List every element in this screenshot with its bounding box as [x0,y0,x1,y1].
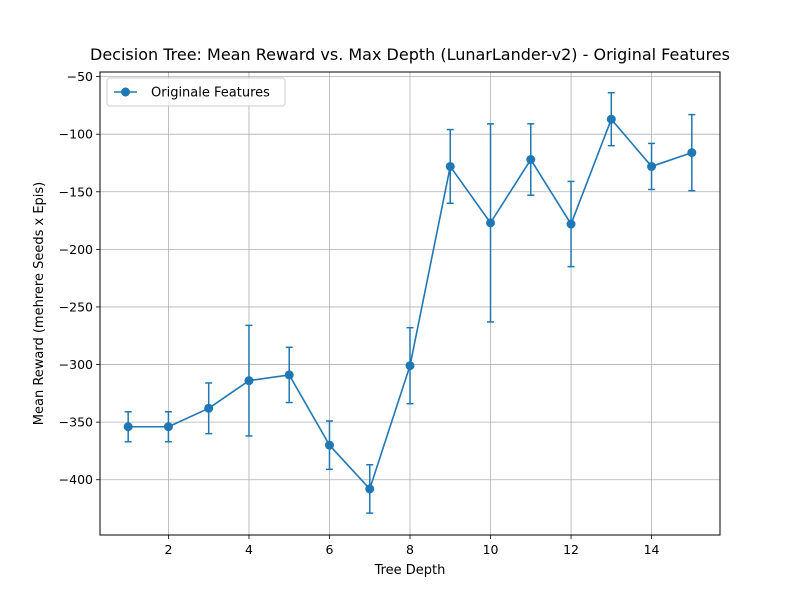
x-tick-label: 6 [326,542,334,557]
x-tick-label: 14 [644,542,660,557]
chart-title: Decision Tree: Mean Reward vs. Max Depth… [90,45,730,64]
y-tick-label: −200 [59,242,93,257]
y-tick-label: −400 [59,472,93,487]
axis-ticks: 2 4 6 8 10 12 14 −400 −350 −300 −250 −200 −150 −100 −5… [59,69,660,557]
data-point [284,370,294,380]
legend-box [106,77,286,107]
data-point [324,440,334,450]
data-point [526,155,536,165]
x-tick-label: 4 [245,542,253,557]
data-point [687,148,697,158]
y-tick-label: −150 [59,184,93,199]
legend: Originale Features [106,77,286,107]
y-tick-label: −250 [59,299,93,314]
data-point [606,114,616,124]
y-axis-label: Mean Reward (mehrere Seeds x Epis) [32,182,47,425]
data-point [123,422,133,432]
legend-dot-marker [121,87,130,97]
data-point [405,361,415,371]
data-point [163,422,173,432]
series-layer [123,91,697,514]
x-tick-label: 12 [563,542,579,557]
grid-lines [100,72,720,535]
legend-label: Originale Features [151,86,270,101]
x-axis-label: Tree Depth [374,563,446,578]
data-point [244,376,254,386]
data-point [204,403,214,413]
y-tick-label: −50 [67,69,93,84]
y-tick-label: −100 [59,127,93,142]
y-tick-label: −300 [59,357,93,372]
x-tick-label: 10 [483,542,499,557]
data-point [486,218,496,228]
data-point [566,219,576,229]
y-tick-label: −350 [59,415,93,430]
x-tick-label: 8 [406,542,414,557]
x-tick-label: 2 [164,542,172,557]
data-point [647,161,657,171]
data-point [445,161,455,171]
data-point [365,484,375,494]
